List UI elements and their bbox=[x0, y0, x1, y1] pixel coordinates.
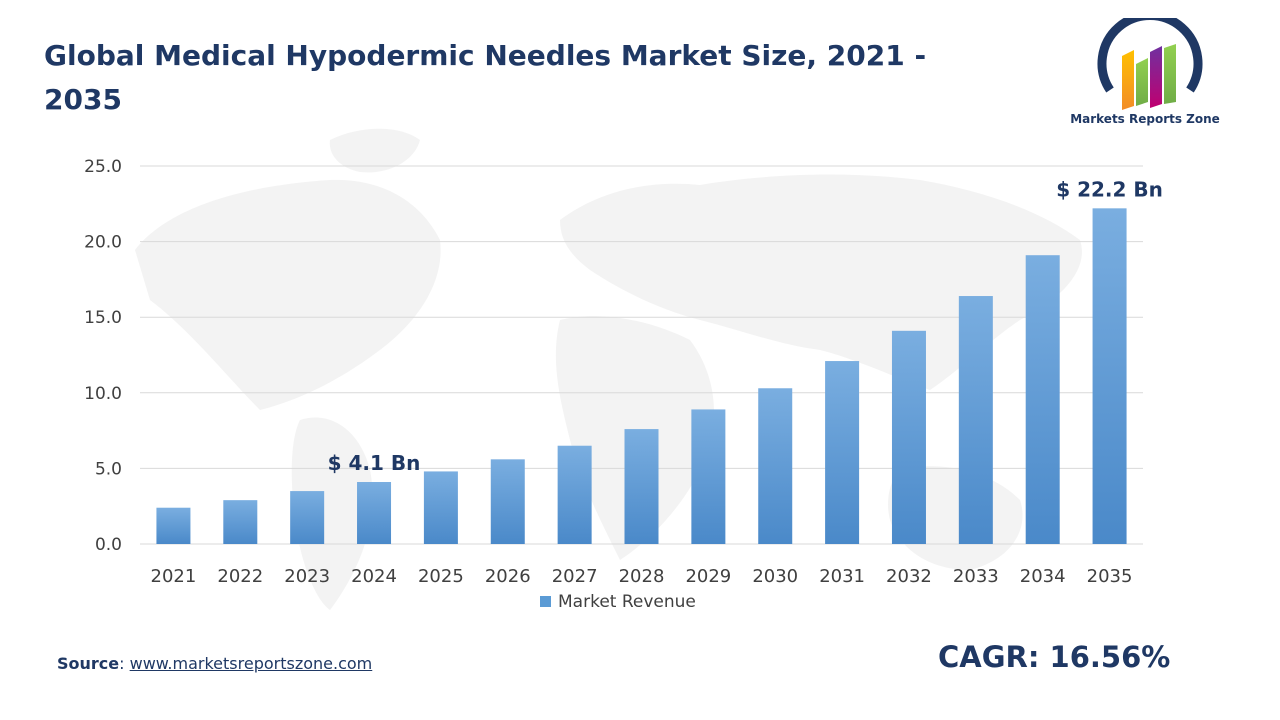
source-label: Source bbox=[57, 654, 120, 673]
source-link[interactable]: www.marketsreportszone.com bbox=[129, 654, 373, 673]
y-tick-label: 0.0 bbox=[95, 535, 122, 555]
data-label-2024: $ 4.1 Bn bbox=[328, 451, 421, 475]
bar-2031 bbox=[825, 361, 860, 544]
x-tick-label: 2023 bbox=[284, 566, 330, 587]
x-tick-label: 2022 bbox=[217, 566, 263, 587]
markets-reports-zone-logo bbox=[1097, 18, 1203, 110]
x-tick-label: 2026 bbox=[485, 566, 531, 587]
x-tick-label: 2035 bbox=[1087, 566, 1133, 587]
x-tick-label: 2034 bbox=[1020, 566, 1066, 587]
y-tick-label: 20.0 bbox=[84, 233, 122, 253]
world-map-watermark bbox=[135, 128, 1082, 610]
bar-2027 bbox=[557, 445, 592, 544]
x-tick-label: 2033 bbox=[953, 566, 999, 587]
chart-title: Global Medical Hypodermic Needles Market… bbox=[44, 39, 927, 116]
source-line: Source: www.marketsreportszone.com bbox=[57, 654, 372, 673]
data-label-2035: $ 22.2 Bn bbox=[1056, 177, 1163, 201]
bar-2028 bbox=[624, 429, 659, 544]
x-tick-label: 2032 bbox=[886, 566, 932, 587]
y-tick-label: 15.0 bbox=[84, 308, 122, 328]
bar-2029 bbox=[691, 409, 726, 544]
bar-2030 bbox=[758, 388, 793, 544]
x-tick-label: 2027 bbox=[552, 566, 598, 587]
bar-2022 bbox=[223, 500, 258, 544]
cagr-value: CAGR: 16.56% bbox=[938, 640, 1171, 674]
x-tick-label: 2029 bbox=[685, 566, 731, 587]
y-tick-label: 5.0 bbox=[95, 459, 122, 479]
x-tick-label: 2030 bbox=[752, 566, 798, 587]
bar-2026 bbox=[490, 459, 525, 544]
bar-2023 bbox=[290, 491, 325, 544]
x-tick-label: 2021 bbox=[151, 566, 197, 587]
bar-2035 bbox=[1092, 208, 1127, 544]
logo-text: Markets Reports Zone bbox=[1070, 112, 1220, 126]
legend-label-market-revenue: Market Revenue bbox=[558, 592, 696, 612]
bar-2032 bbox=[891, 330, 926, 544]
x-tick-label: 2028 bbox=[619, 566, 665, 587]
y-tick-label: 25.0 bbox=[84, 157, 122, 177]
bar-2021 bbox=[156, 507, 191, 544]
x-tick-label: 2024 bbox=[351, 566, 397, 587]
legend-swatch-market-revenue bbox=[540, 596, 551, 607]
bar-2034 bbox=[1025, 255, 1060, 544]
source-separator: : bbox=[119, 654, 130, 673]
y-tick-label: 10.0 bbox=[84, 384, 122, 404]
bar-2025 bbox=[423, 471, 458, 544]
x-tick-label: 2031 bbox=[819, 566, 865, 587]
bar-2024 bbox=[357, 482, 392, 544]
bar-2033 bbox=[958, 296, 993, 544]
x-tick-label: 2025 bbox=[418, 566, 464, 587]
